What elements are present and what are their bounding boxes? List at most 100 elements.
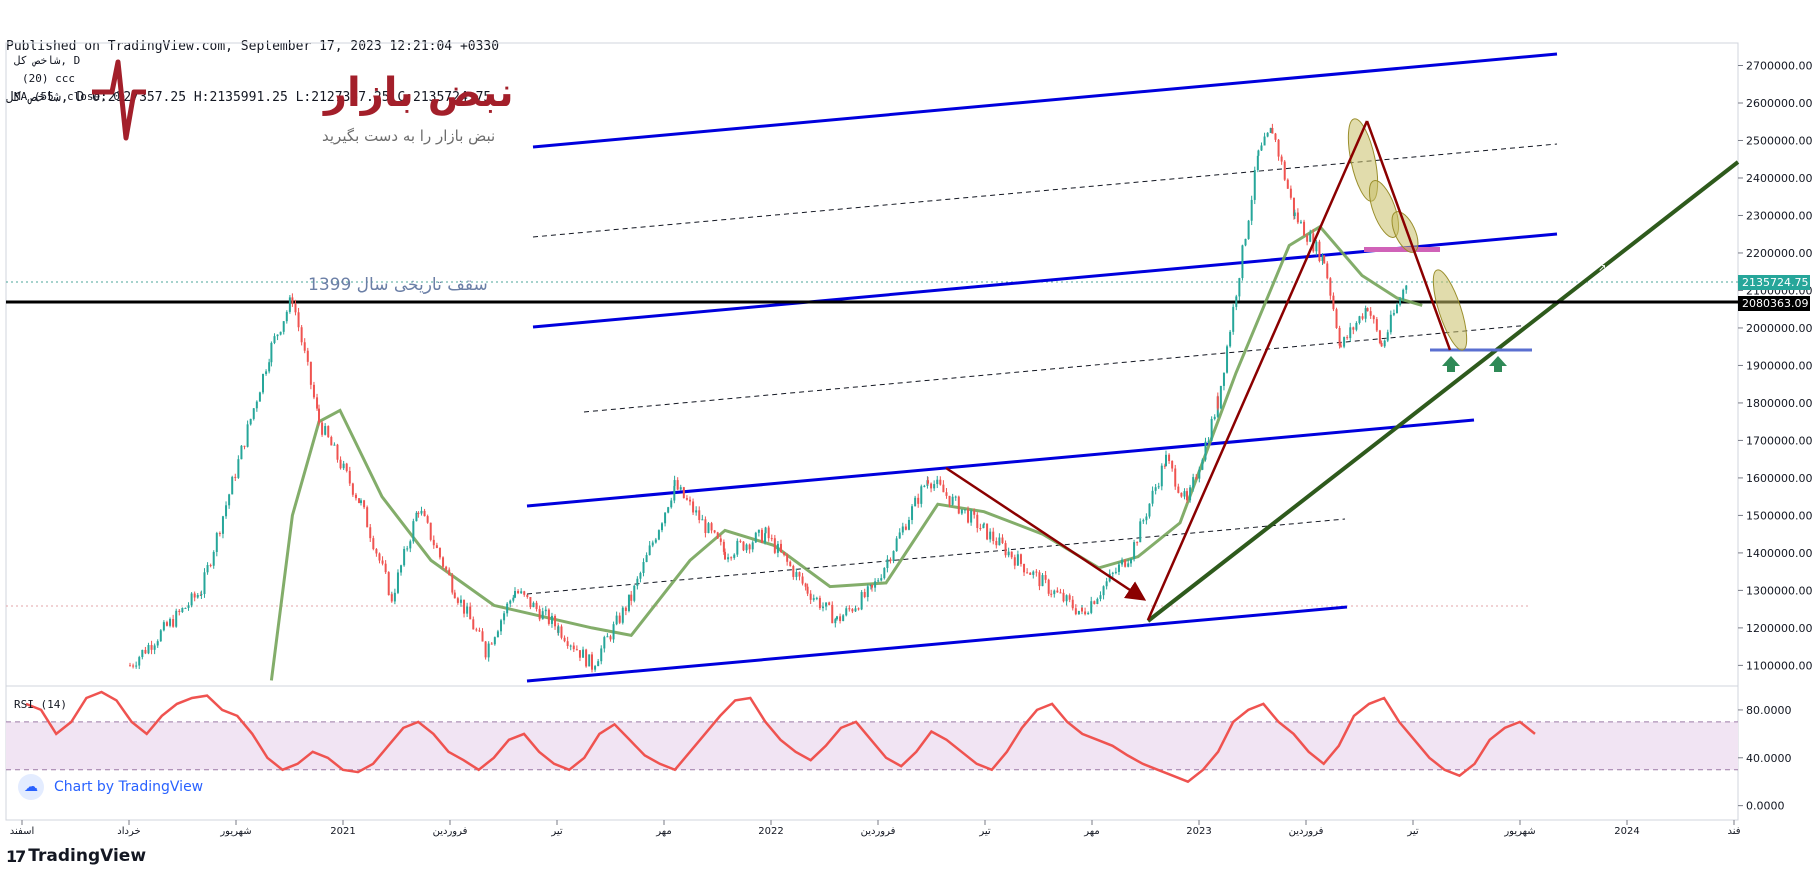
candle-body: [1090, 601, 1093, 613]
candle-body: [268, 362, 271, 372]
time-tick-label: تیر: [1406, 826, 1419, 837]
logo: نبض بازار نبض بازار را به دست بگیرید: [92, 59, 514, 145]
rsi-tick-label: 0.0000: [1746, 800, 1785, 813]
candle-body: [1323, 255, 1326, 264]
candle-body: [839, 616, 842, 622]
candle-body: [783, 551, 786, 555]
candle-body: [786, 554, 789, 562]
highlight-ellipse-4: [1432, 269, 1468, 351]
candle-body: [369, 527, 372, 539]
cloud-icon: ☁: [18, 774, 44, 800]
candle-body: [724, 551, 726, 560]
candle-body: [845, 608, 848, 616]
candle-body: [466, 606, 469, 614]
candle-body: [1241, 245, 1244, 279]
candle-body: [212, 551, 215, 566]
candle-body: [1160, 465, 1163, 487]
candle-body: [175, 610, 178, 627]
candle-body: [927, 480, 929, 484]
candle-body: [228, 494, 231, 506]
candle-body: [526, 594, 529, 597]
candle-body: [300, 327, 303, 343]
candle-body: [1355, 322, 1358, 330]
candle-body: [306, 350, 309, 362]
candle-body: [249, 418, 252, 425]
candle-body: [973, 510, 976, 515]
candle-body: [141, 649, 144, 658]
price-tick-label: 2600000.00: [1746, 97, 1812, 110]
legend-symbol: شاخص کل, D: [14, 54, 80, 67]
candle-body: [200, 594, 203, 596]
rsi-axis: 0.0000 40.0000 80.0000: [1738, 704, 1792, 813]
candle-body: [1216, 396, 1219, 409]
candle-body: [1151, 490, 1154, 504]
candle-body: [484, 641, 487, 655]
candle-body: [776, 543, 779, 553]
candle-body: [682, 487, 685, 499]
candle-body: [273, 336, 276, 343]
candle-body: [676, 480, 679, 490]
candle-body: [911, 506, 914, 520]
time-tick-label: مهر: [655, 826, 671, 837]
candle-body: [1250, 199, 1253, 221]
candle-body: [863, 592, 866, 598]
footer-brand[interactable]: 17 TradingView: [6, 846, 146, 866]
candle-body: [730, 557, 733, 559]
candle-body: [880, 578, 883, 581]
candle-body: [770, 538, 773, 540]
candle-body: [1084, 611, 1087, 615]
price-tick-label: 2400000.00: [1746, 172, 1812, 185]
candle-body: [303, 342, 306, 351]
candle-body: [1117, 564, 1120, 572]
candle-body: [1096, 598, 1099, 604]
candle-body: [199, 594, 202, 596]
candle-body: [1071, 599, 1074, 609]
candle-body: [673, 485, 676, 501]
candle-body: [920, 486, 923, 504]
candle-body: [670, 500, 673, 508]
candle-body: [390, 594, 393, 602]
candle-body: [1198, 469, 1201, 479]
candle-body: [719, 538, 722, 542]
drop-arrow: [1365, 120, 1452, 351]
candle-body: [496, 631, 499, 638]
candle-body: [1145, 516, 1148, 521]
candle-body: [231, 476, 234, 495]
candle-body: [1189, 487, 1192, 501]
candle-body: [1102, 586, 1105, 596]
candle-body: [265, 371, 268, 374]
candle-body: [448, 569, 451, 576]
candle-body: [218, 533, 221, 535]
candle-body: [757, 529, 760, 533]
candle-body: [1029, 572, 1032, 575]
candle-body: [363, 500, 366, 508]
candle-body: [469, 606, 472, 620]
candle-body: [144, 649, 147, 654]
rsi-band: [6, 721, 1738, 770]
candle-body: [963, 509, 966, 511]
tradingview-badge[interactable]: ☁ Chart by TradingView: [18, 774, 203, 800]
candle-body: [889, 559, 892, 562]
candle-body: [1392, 313, 1395, 315]
candle-body: [459, 599, 462, 603]
candle-body: [792, 566, 795, 577]
candle-body: [1130, 559, 1132, 564]
decline-arrow: [945, 466, 1147, 601]
candle-body: [400, 565, 403, 573]
candle-body: [1114, 571, 1117, 573]
candle-body: [1068, 595, 1071, 600]
candle-body: [1016, 554, 1019, 566]
candle-body: [1081, 607, 1083, 612]
candle-body: [396, 572, 399, 593]
candle-body: [895, 538, 898, 552]
candle-body: [324, 426, 327, 435]
candle-body: [225, 505, 228, 517]
footer-brand-label: TradingView: [28, 846, 147, 866]
candle-body: [393, 592, 396, 602]
candle-body: [764, 527, 767, 534]
candle-body: [1358, 316, 1361, 323]
candle-body: [871, 584, 873, 588]
candle-body: [378, 553, 381, 561]
candle-body: [764, 533, 767, 543]
